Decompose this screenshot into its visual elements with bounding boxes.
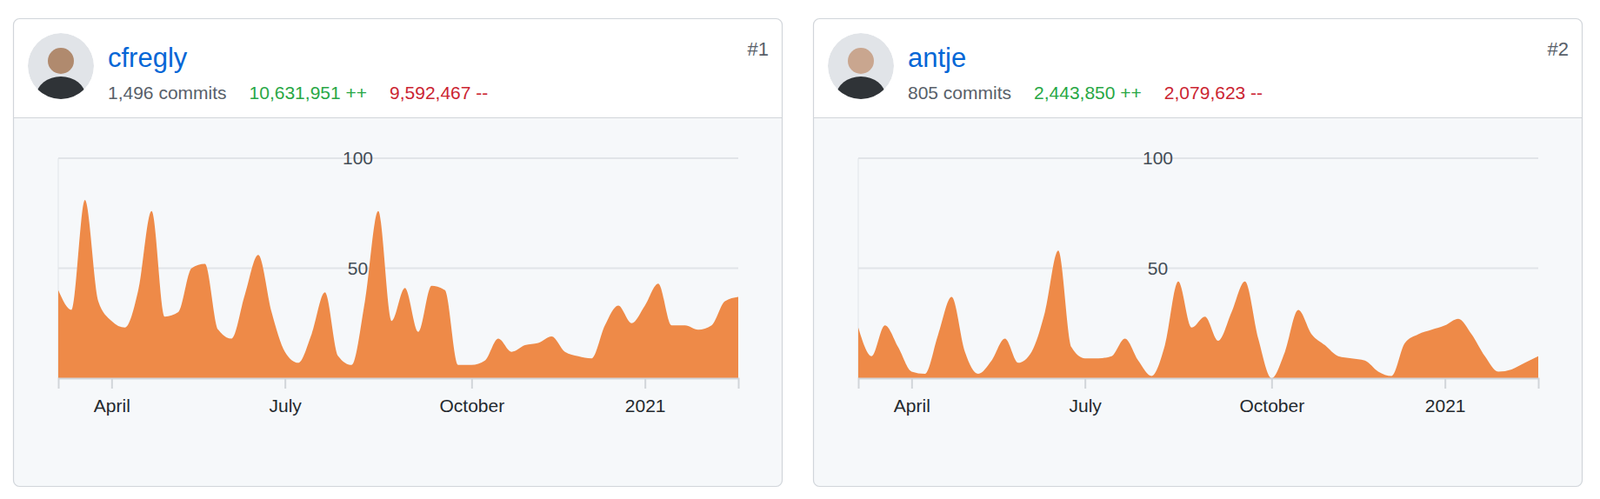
header-divider — [813, 117, 1583, 119]
x-tick-label: October — [439, 395, 505, 416]
avatar-body — [36, 76, 86, 115]
x-tick-label: April — [893, 395, 931, 416]
x-tick-mark — [644, 378, 647, 389]
grid-line — [58, 157, 739, 160]
card-fills — [13, 18, 783, 487]
x-tick-mark — [911, 378, 914, 389]
grid-line — [58, 267, 739, 270]
y-tick-label: 50 — [1147, 258, 1168, 279]
x-axis-line — [859, 379, 1540, 390]
contribution-stat: 2,079,623 -- — [1164, 82, 1263, 103]
avatar — [27, 33, 94, 115]
x-tick: 2021 — [1425, 378, 1467, 416]
contribution-stat: 9,592,467 -- — [389, 82, 488, 103]
x-axis-line — [59, 379, 740, 390]
x-tick-mark — [471, 378, 474, 389]
x-tick-mark — [284, 378, 287, 389]
x-tick-label: April — [93, 395, 131, 416]
x-tick: July — [1068, 378, 1102, 416]
commit-area — [858, 250, 1539, 379]
y-tick-labels: 50 100 — [342, 147, 374, 279]
card: cfregly #1 1,496 commits 10,631,951 ++ 9,592… — [13, 18, 783, 487]
grid — [58, 158, 739, 269]
chart-background — [13, 18, 783, 487]
contribution-stat: 10,631,951 ++ — [249, 82, 367, 103]
x-tick-label: 2021 — [1425, 395, 1467, 416]
card-header — [13, 18, 783, 118]
avatar-body — [836, 76, 886, 115]
x-tick: 2021 — [625, 378, 667, 416]
commit-area — [58, 200, 739, 379]
grid-line — [858, 157, 1539, 160]
avatar — [827, 33, 894, 115]
x-tick-label: July — [1068, 395, 1102, 416]
y-tick-label: 100 — [1142, 147, 1174, 168]
x-tick: April — [93, 378, 131, 416]
card-fills — [813, 18, 1583, 487]
avatar-head — [847, 47, 874, 74]
card-border — [13, 19, 783, 487]
contributor-name: cfregly — [107, 42, 188, 74]
card-header — [813, 18, 1583, 118]
x-axis: April July October 2021 — [859, 378, 1540, 416]
x-tick-mark — [1084, 378, 1087, 389]
page-background — [0, 0, 1600, 499]
avatar-head — [47, 47, 74, 74]
y-tick-labels: 50 100 — [1142, 147, 1174, 279]
card: antje #2 805 commits 2,443,850 ++ 2,079,623 … — [813, 18, 1583, 487]
x-tick: October — [439, 378, 505, 416]
page: cfregly #1 1,496 commits 10,631,951 ++ 9,592… — [0, 0, 1600, 499]
grid-line — [858, 267, 1539, 270]
x-tick: July — [268, 378, 302, 416]
x-tick: October — [1239, 378, 1305, 416]
plot-area — [858, 250, 1539, 379]
contribution-stat: 1,496 commits — [107, 82, 227, 103]
grid — [858, 158, 1539, 269]
rank: #1 — [747, 38, 769, 60]
header-divider — [13, 117, 783, 119]
x-tick-label: July — [268, 395, 302, 416]
x-tick-mark — [111, 378, 114, 389]
contribution-stat: 805 commits — [907, 82, 1012, 103]
contribution-stat: 2,443,850 ++ — [1033, 82, 1142, 103]
x-tick-label: October — [1239, 395, 1305, 416]
x-tick-mark — [1444, 378, 1447, 389]
x-tick-label: 2021 — [625, 395, 667, 416]
x-tick-mark — [1271, 378, 1274, 389]
x-tick: April — [893, 378, 931, 416]
chart-background — [813, 18, 1583, 487]
contributor-name: antje — [907, 42, 967, 74]
plot-area — [58, 200, 739, 379]
y-tick-label: 50 — [347, 258, 368, 279]
card-border — [813, 19, 1583, 487]
y-tick-label: 100 — [342, 147, 374, 168]
rank: #2 — [1547, 38, 1569, 60]
x-axis: April July October 2021 — [59, 378, 740, 416]
